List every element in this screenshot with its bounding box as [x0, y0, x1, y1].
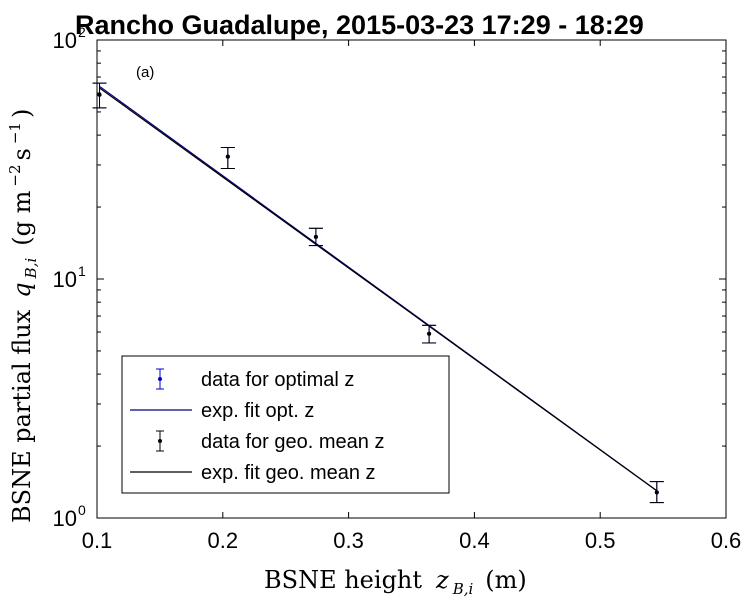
y-axis-label-unit-exp2: −1 [6, 122, 24, 144]
legend-box [121, 355, 450, 494]
chart-title: Rancho Guadalupe, 2015-03-23 17:29 - 18:… [75, 10, 644, 40]
x-tick-label: 0.1 [82, 528, 113, 553]
x-tick-label: 0.6 [711, 528, 742, 553]
y-axis-label-unit-open: (g m [8, 190, 36, 245]
y-axis-label-unit-exp1: −2 [6, 164, 24, 186]
data-point [427, 331, 432, 336]
fit-line [99, 87, 658, 492]
y-tick-label-exponent: 1 [78, 263, 86, 279]
x-axis-label-main: BSNE height [264, 566, 422, 594]
data-point [313, 234, 318, 239]
y-axis-label-unit-close: ) [8, 109, 36, 118]
x-axis-label: BSNE height z B,i (m) [264, 566, 527, 598]
y-axis-label-subscript: B,i [22, 258, 40, 280]
x-tick-label: 0.3 [333, 528, 364, 553]
legend-marker [158, 377, 162, 381]
data-point [97, 92, 102, 97]
y-axis-label: BSNE partial flux q B,i (g m −2 s −1 ) [6, 109, 40, 523]
legend-label: data for geo. mean z [201, 431, 384, 453]
x-tick-label: 0.2 [208, 528, 239, 553]
x-axis-label-subscript: B,i [452, 580, 474, 598]
legend-label: exp. fit geo. mean z [201, 462, 376, 484]
x-axis-label-unit: (m) [485, 566, 526, 594]
y-tick-label: 10 [53, 28, 77, 53]
x-axis-ticks: 0.1 0.2 0.3 0.4 0.5 0.6 [82, 40, 742, 553]
y-axis-label-main: BSNE partial flux [8, 309, 36, 523]
panel-label: (a) [136, 64, 154, 81]
y-tick-label: 10 [53, 506, 77, 531]
legend-label: exp. fit opt. z [201, 400, 314, 422]
y-tick-label-exponent: 0 [78, 502, 86, 518]
legend-label: data for optimal z [201, 369, 354, 391]
data-point [654, 490, 659, 495]
y-tick-label-exponent: 2 [78, 24, 86, 40]
legend-marker [158, 439, 162, 443]
y-axis-label-symbol: q [8, 282, 36, 297]
y-tick-label: 10 [53, 267, 77, 292]
x-axis-label-symbol: z [435, 566, 449, 594]
y-axis-label-unit-mid: s [8, 148, 36, 160]
legend: data for optimal z exp. fit opt. z data fo… [121, 355, 450, 494]
data-point [225, 154, 230, 159]
x-tick-label: 0.4 [459, 528, 490, 553]
x-tick-label: 0.5 [585, 528, 616, 553]
series-layer [92, 82, 664, 504]
